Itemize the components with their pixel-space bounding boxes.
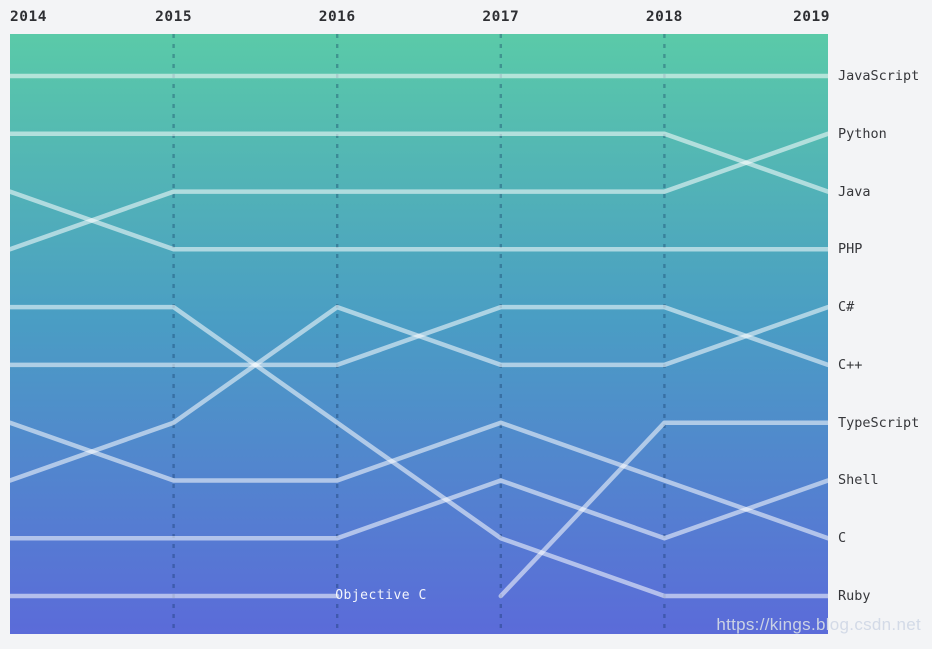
series-label-c-: C# [838, 299, 855, 316]
x-tick-2016: 2016 [318, 9, 356, 25]
series-label-c-: C++ [838, 356, 863, 373]
x-tick-2018: 2018 [645, 9, 683, 25]
rank-line-python [10, 131, 828, 252]
series-label-typescript: TypeScript [838, 414, 920, 431]
series-label-php: PHP [838, 241, 863, 258]
rank-line-php [10, 189, 828, 252]
x-tick-2015: 2015 [155, 9, 193, 25]
series-label-shell: Shell [838, 472, 879, 489]
rank-line-shell [10, 478, 828, 541]
objective-c-inline-label: Objective C [335, 588, 427, 604]
rank-line-c- [10, 304, 828, 483]
x-tick-2019: 2019 [793, 9, 830, 25]
rank-line-java [10, 131, 828, 194]
rank-line-c- [10, 304, 828, 368]
x-tick-2017: 2017 [482, 9, 520, 25]
series-label-javascript: JavaScript [838, 68, 920, 84]
series-label-python: Python [838, 125, 887, 142]
rank-line-typescript [498, 420, 828, 599]
x-tick-2014: 2014 [10, 9, 47, 25]
watermark: https://kings.blog.csdn.net [716, 615, 921, 634]
series-label-java: Java [838, 183, 871, 200]
rank-line-c [10, 420, 828, 541]
bump-chart-canvas: Objective C [10, 34, 828, 634]
series-label-ruby: Ruby [838, 588, 871, 605]
rank-line-ruby [10, 304, 828, 599]
series-label-c: C [838, 530, 847, 547]
bump-chart-lines [10, 34, 828, 634]
